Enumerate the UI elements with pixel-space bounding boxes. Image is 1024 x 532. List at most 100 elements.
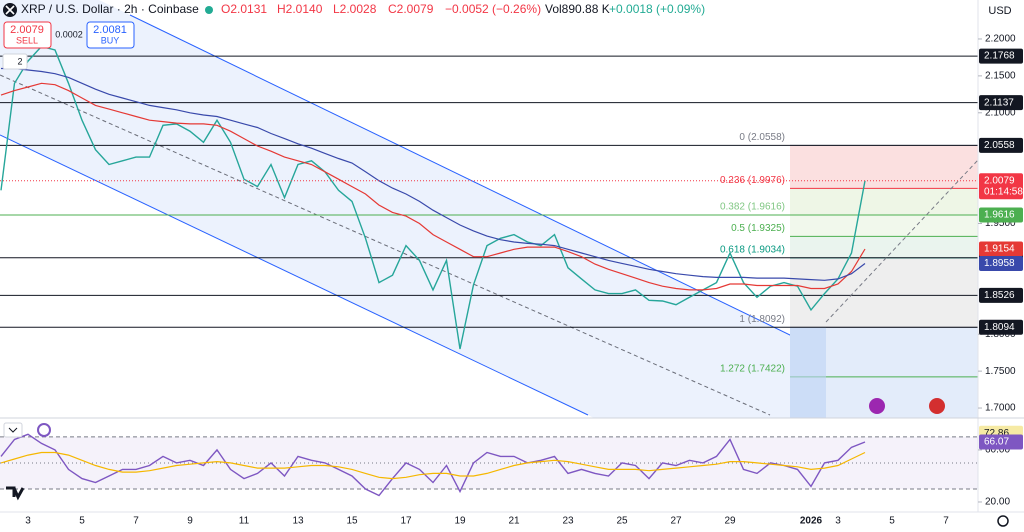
price-line-series — [0, 433, 866, 497]
channel-fill — [0, 0, 827, 418]
indicators-count: 2 — [17, 56, 22, 66]
price-line-tag — [979, 137, 1023, 153]
volume: Vol890.88 K — [545, 2, 610, 16]
calendar-icon[interactable] — [929, 398, 945, 414]
fib-extension — [790, 327, 826, 418]
price-line-tag — [979, 287, 1023, 303]
x-tick-label: 9 — [187, 516, 193, 527]
countdown: 01:14:58 — [984, 186, 1023, 197]
y-tick-label: 1.7000 — [985, 403, 1016, 414]
moving-average — [0, 451, 866, 480]
x-tick-label: 23 — [562, 516, 574, 527]
symbol-title[interactable]: XRP / U.S. Dollar · 2h · Coinbase — [21, 2, 199, 16]
fib-label: 0.236 (1.9976) — [720, 175, 785, 186]
ohlc-change: −0.0052 (−0.26%) — [445, 2, 541, 16]
rsi-tag-label: 66.07 — [984, 437, 1009, 448]
x-tick-label: 5 — [79, 516, 85, 527]
price-line-tag-label: 1.8526 — [984, 290, 1015, 301]
x-tick-label: 27 — [670, 516, 682, 527]
x-tick-label: 25 — [616, 516, 628, 527]
price-line-tag-label: 2.0558 — [984, 140, 1015, 151]
rsi-tick-label: 20.00 — [985, 497, 1010, 508]
currency[interactable]: USD — [988, 5, 1011, 17]
brand-logo — [6, 486, 25, 501]
price-line-tag — [979, 48, 1023, 64]
indicator-icon[interactable] — [37, 423, 51, 437]
x-tick-label: 21 — [508, 516, 520, 527]
level-tag — [979, 207, 1023, 223]
pane-collapse-glyph — [8, 427, 18, 433]
x-tick-label: 17 — [400, 516, 412, 527]
fib-zone — [790, 214, 978, 237]
indicators-toggle[interactable] — [2, 53, 28, 70]
fib-label: 0.382 (1.9616) — [720, 202, 785, 213]
channel-lower — [0, 134, 589, 416]
fib-label: 1.272 (1.7422) — [720, 364, 785, 375]
level-tag-label: 1.9616 — [984, 210, 1015, 221]
event-icon[interactable] — [869, 398, 885, 414]
price-line-tag — [979, 95, 1023, 111]
fib-zone — [790, 236, 978, 258]
buy-label: BUY — [101, 35, 120, 45]
spread: 0.0002 — [55, 29, 83, 39]
fib-label: 0.5 (1.9325) — [731, 223, 785, 234]
channel-middle — [0, 74, 771, 416]
symbol-icon-glyph — [5, 5, 15, 15]
ma-tag-label: 1.8958 — [984, 258, 1015, 269]
fib-zone — [790, 188, 978, 215]
ma-tag-label: 1.9154 — [984, 244, 1015, 255]
fib-label: 1 (1.8092) — [739, 314, 785, 325]
ohlc-open: O2.0131 — [221, 2, 267, 16]
fib-trend-line — [825, 159, 979, 323]
fib-zone — [790, 145, 978, 189]
rsi-tag-label: 72.86 — [984, 428, 1009, 439]
axis-layer: 1.70001.75001.80001.95002.10002.15002.20… — [25, 34, 1023, 527]
settings-icon[interactable] — [997, 515, 1009, 527]
fib-label: 0 (2.0558) — [739, 132, 785, 143]
ma-tag — [979, 256, 1023, 272]
moving-average — [1, 67, 866, 281]
price-line-tag-label: 1.8094 — [984, 322, 1015, 333]
x-tick-label: 3 — [835, 516, 841, 527]
y-tick-label: 1.7500 — [985, 366, 1016, 377]
ma-tag — [979, 241, 1023, 257]
sell-label: SELL — [16, 35, 38, 45]
sell-button[interactable] — [3, 21, 52, 49]
sell-price: 2.0079 — [10, 24, 44, 36]
y-tick-label: 1.9500 — [985, 218, 1016, 229]
last-price-tag-label: 2.0079 — [984, 175, 1015, 186]
buy-price: 2.0081 — [93, 24, 127, 36]
fib-label: 0.618 (1.9034) — [720, 245, 785, 256]
price-line-tag — [979, 319, 1023, 335]
y-tick-label: 2.2000 — [985, 34, 1016, 45]
rsi-tick-label: 60.00 — [985, 445, 1010, 456]
plot-layer — [0, 45, 978, 497]
price-line-tag-label: 2.1768 — [984, 51, 1015, 62]
ohlc-high: H2.0140 — [277, 2, 323, 16]
x-tick-label: 15 — [346, 516, 358, 527]
fib-zone — [790, 257, 978, 328]
last-price-tag — [979, 173, 1023, 200]
buy-button[interactable] — [86, 21, 135, 49]
x-tick-label: 3 — [25, 516, 31, 527]
ohlc-close: C2.0079 — [388, 2, 434, 16]
moving-average — [0, 82, 866, 291]
volume-change: +0.0018 (+0.09%) — [609, 2, 705, 16]
x-tick-label: 7 — [133, 516, 139, 527]
x-tick-label: 29 — [724, 516, 736, 527]
x-tick-label: 7 — [943, 516, 949, 527]
y-tick-label: 2.1000 — [985, 107, 1016, 118]
channel-upper — [129, 14, 828, 354]
x-tick-label: 13 — [292, 516, 304, 527]
x-tick-label: 2026 — [800, 516, 823, 527]
pane-collapse[interactable] — [3, 422, 23, 438]
x-tick-label: 19 — [454, 516, 466, 527]
market-status — [205, 6, 213, 14]
price-line-series — [0, 45, 866, 350]
y-tick-label: 2.1500 — [985, 71, 1016, 82]
ohlc-low: L2.0028 — [333, 2, 377, 16]
price-line-tag-label: 2.1137 — [984, 97, 1014, 108]
rsi-tag — [979, 434, 1023, 450]
x-tick-label: 11 — [239, 516, 250, 527]
